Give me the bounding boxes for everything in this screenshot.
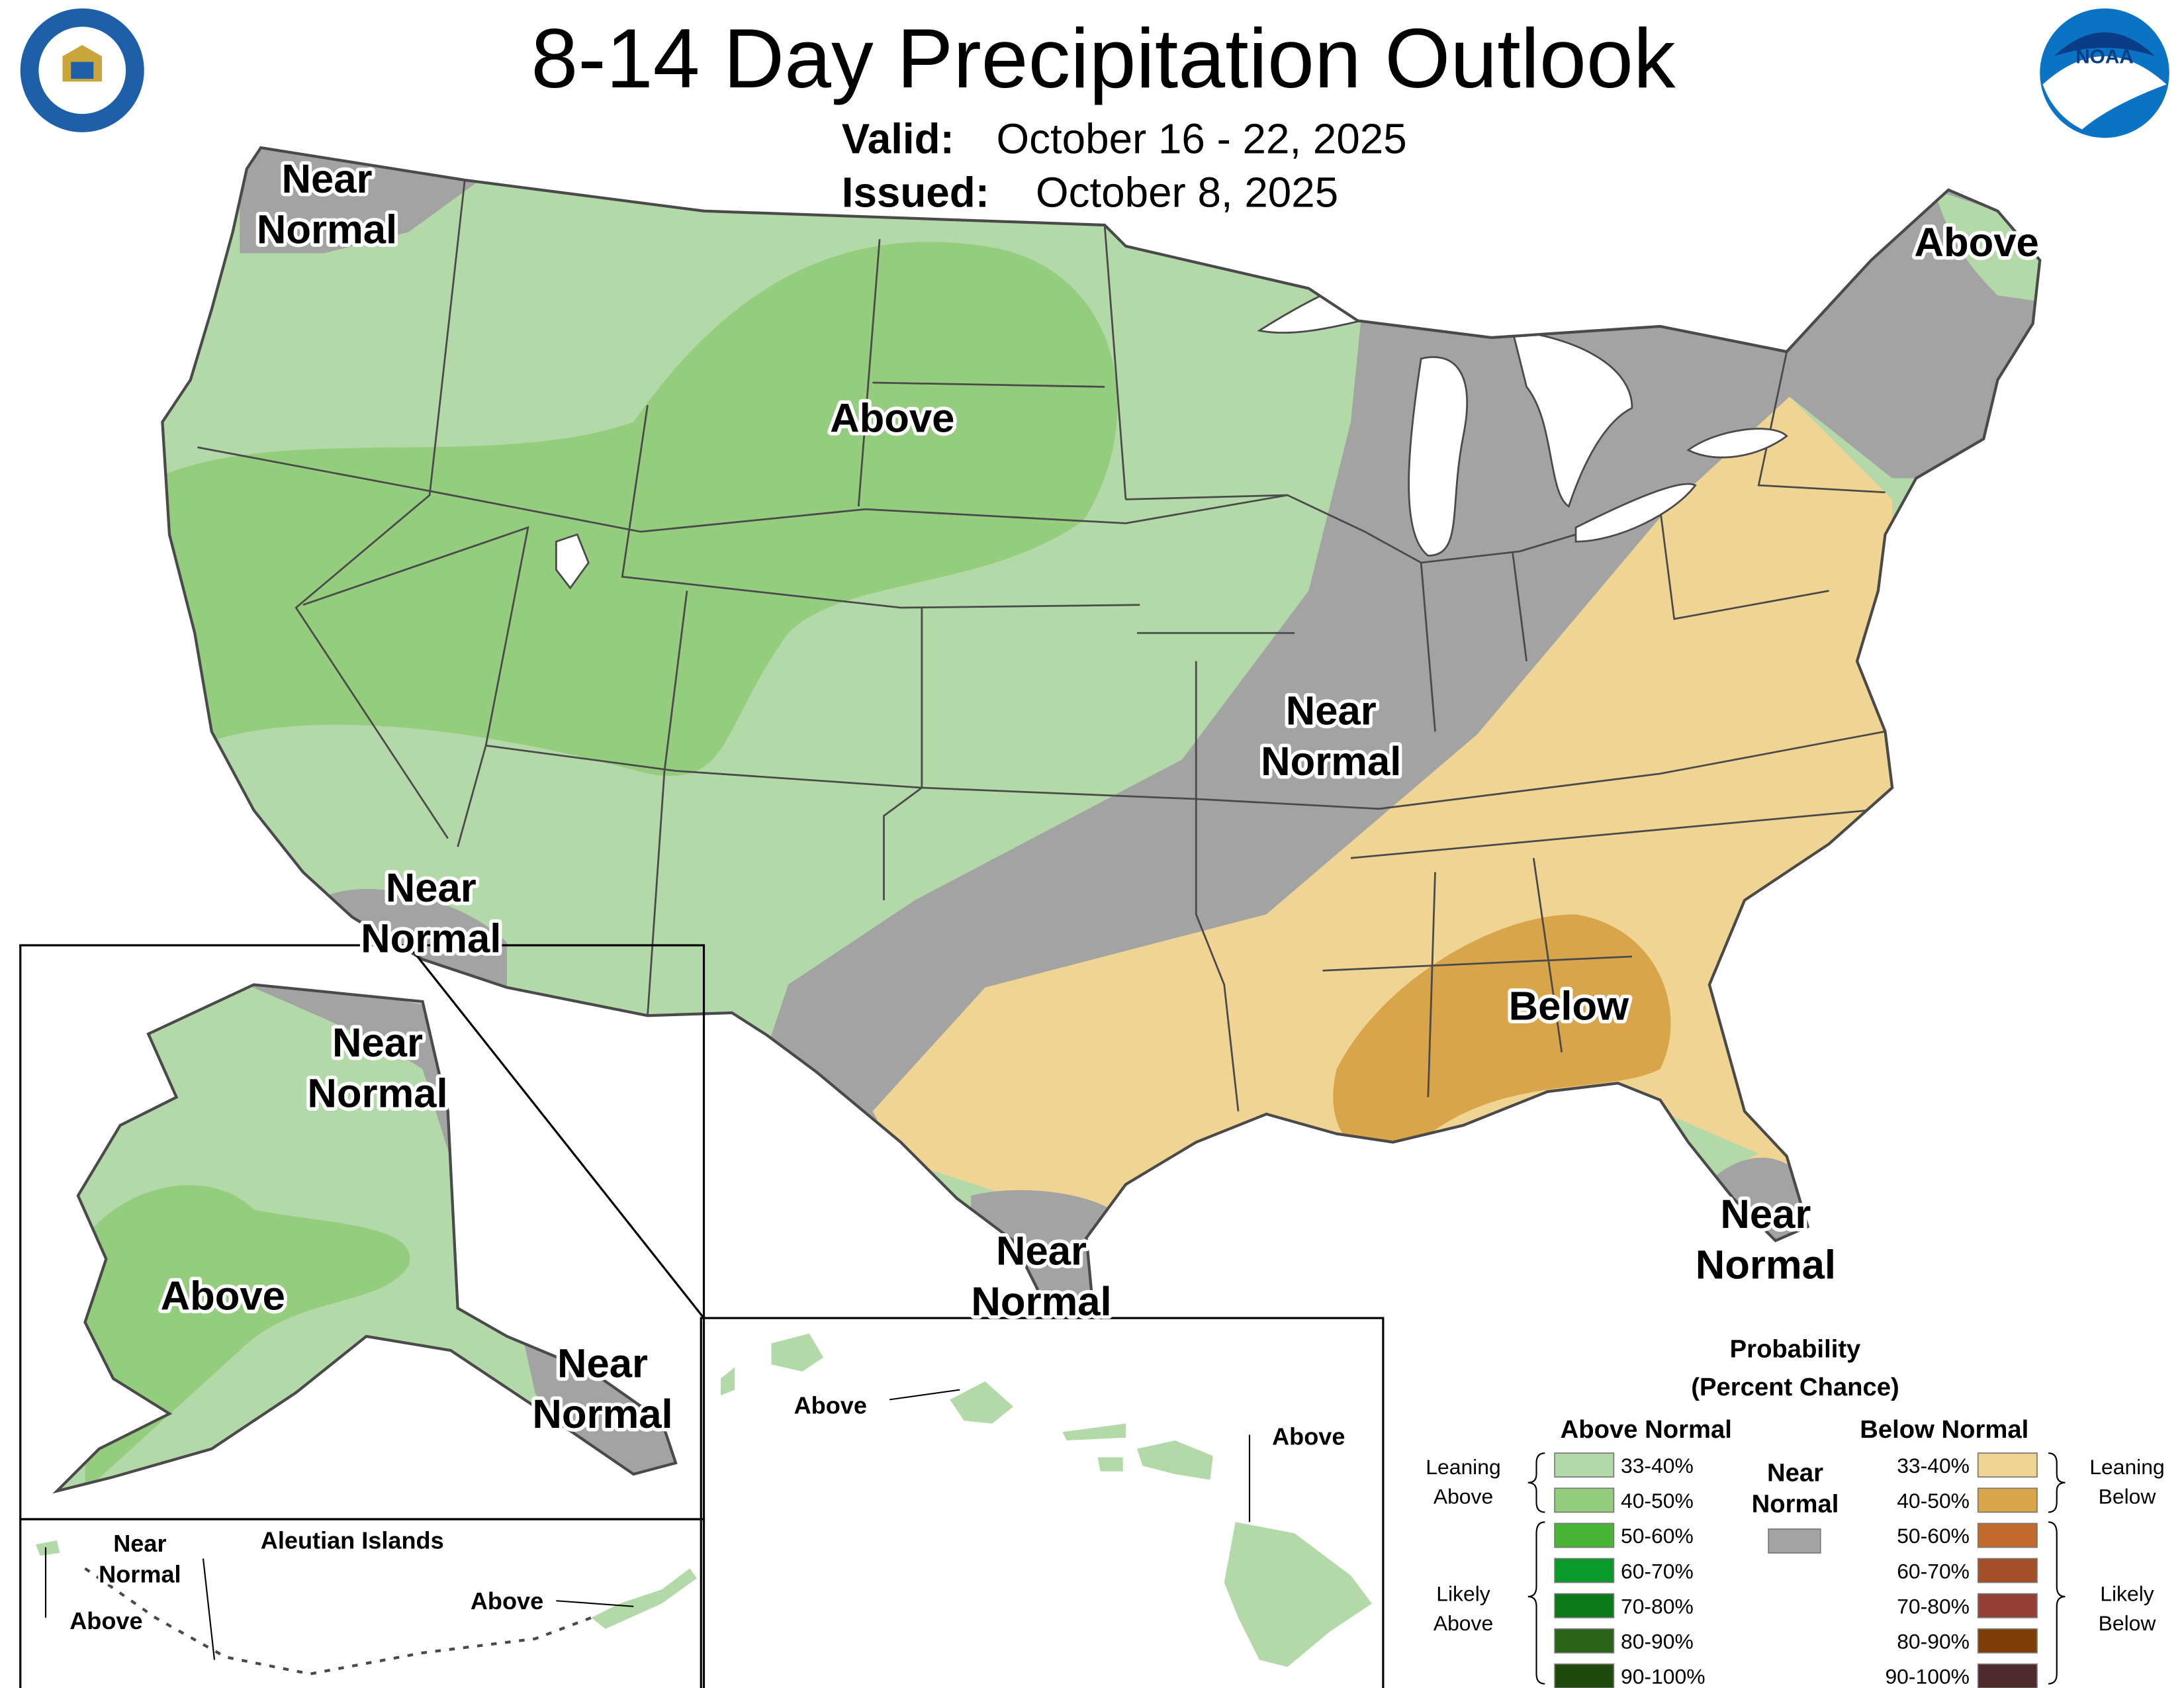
legend-swatch [1554,1487,1615,1513]
region-label: Normal [257,207,397,253]
legend-swatch [1554,1593,1615,1618]
inset-label: Above [794,1392,867,1419]
legend-title: Probability [1730,1335,1861,1364]
legend-label: 80-90% [1621,1630,1694,1654]
legend-swatch [1554,1523,1615,1548]
region-label: Above [830,395,954,441]
lake-erie [1574,483,1697,543]
legend-label: 90-100% [1885,1665,1970,1688]
legend-swatch [1977,1558,2038,1583]
legend-near-label: Normal [1752,1489,1839,1518]
legend-group: Above [1433,1611,1493,1635]
region-label: Normal [1696,1243,1836,1288]
legend-group: Likely [1436,1581,1490,1605]
legend-swatch [1977,1523,2038,1548]
legend-title: (Percent Chance) [1691,1373,1899,1401]
legend-swatch [1554,1628,1615,1654]
region-label: Near [282,156,373,202]
lake-ontario [1686,428,1788,459]
legend-label: 33-40% [1897,1454,1970,1477]
region-label: Normal [307,1070,447,1116]
above-40-50 [162,242,1118,776]
below-40-50 [1333,914,1671,1156]
inset-label: Above [471,1587,543,1615]
region-label: Near [332,1020,423,1066]
legend-label: 70-80% [1897,1594,1970,1618]
region-label: Near [557,1340,648,1386]
lake-huron [1511,329,1633,508]
region-label: Near [1720,1192,1811,1237]
region-label: Normal [532,1391,672,1437]
region-label: Normal [361,916,501,962]
noaa-logo: NOAA [2040,8,2169,138]
region-label: Below [1509,984,1630,1029]
hawaii-islands [721,1333,1372,1667]
legend-group: Leaning [1426,1455,1500,1479]
legend-group: Below [2099,1611,2157,1635]
legend-group: Below [2099,1485,2157,1509]
legend-swatch [1554,1452,1615,1478]
hawaii-inset [700,1317,1385,1688]
legend-group: Above [1433,1485,1493,1509]
legend-label: 33-40% [1621,1454,1694,1477]
issued-date: October 8, 2025 [1036,168,1338,216]
region-label: Normal [1261,739,1401,784]
inset-label: Above [1272,1423,1345,1450]
legend-label: 50-60% [1897,1524,1970,1548]
legend-swatch [1977,1593,2038,1618]
legend-header: Above Normal [1561,1415,1732,1444]
legend-header: Below Normal [1860,1415,2028,1444]
legend-swatch [1977,1452,2038,1478]
valid-dates: October 16 - 22, 2025 [997,115,1407,163]
legend-swatch [1768,1528,1821,1554]
commerce-seal [20,8,144,132]
legend-label: 90-100% [1621,1665,1706,1688]
aleutian-inset [19,1518,705,1688]
great-salt-lake [555,533,590,590]
legend-label: 60-70% [1897,1559,1970,1583]
legend-swatch [1554,1558,1615,1583]
lake-michigan [1408,356,1468,557]
legend-label: 60-70% [1621,1559,1694,1583]
legend-swatch [1977,1487,2038,1513]
region-label: Normal [971,1279,1111,1325]
legend-label: 40-50% [1621,1489,1694,1513]
region-label: Above [1914,220,2038,265]
noaa-text: NOAA [2075,46,2134,68]
legend-near-label: Near [1767,1459,1823,1487]
legend-swatch [1977,1628,2038,1654]
legend-swatch [1977,1664,2038,1688]
region-label: Near [386,865,477,911]
title: 8-14 Day Precipitation Outlook [531,12,1675,106]
legend-label: 80-90% [1897,1630,1970,1654]
aleutian-islands [36,1540,697,1675]
legend-group: Leaning [2089,1455,2164,1479]
legend-group: Likely [2100,1581,2154,1605]
inset-label: Near [113,1530,166,1557]
valid-label: Valid: [842,115,954,163]
inset-label: Aleutian Islands [261,1527,444,1554]
region-label: Near [1286,688,1377,733]
legend-label: 50-60% [1621,1524,1694,1548]
inset-label: Above [69,1607,142,1634]
inset-label: Normal [99,1561,181,1588]
near-normal [760,148,2040,1266]
legend-label: 40-50% [1897,1489,1970,1513]
issued-label: Issued: [842,168,989,216]
region-label: Near [996,1228,1087,1274]
legend-swatch [1554,1664,1615,1688]
legend-braces [1527,1452,2066,1685]
legend-label: 70-80% [1621,1594,1694,1618]
region-label: Above [161,1273,285,1319]
